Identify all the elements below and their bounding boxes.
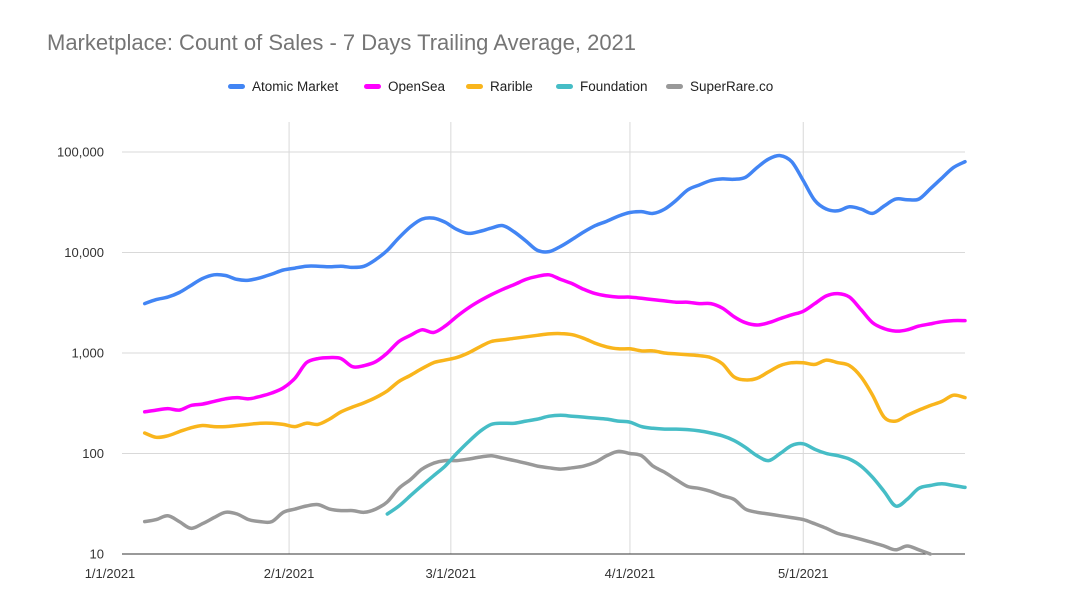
legend-label: OpenSea [388,78,446,94]
legend-swatch [666,83,683,89]
legend-swatch [466,83,483,89]
series-line-superrare-co [142,449,933,556]
legend-label: Atomic Market [252,78,339,94]
series-line-opensea [142,272,967,414]
axes: 10 100 1,000 10,000 100,000 1/1/2021 2/1/2021 3… [57,145,965,581]
legend-swatch [364,83,381,89]
legend-swatch [556,83,573,89]
gridlines [122,122,965,554]
legend-item-foundation: Foundation [556,76,648,96]
series-lines [142,153,967,556]
y-tick-label: 10 [90,547,104,562]
legend-label: SuperRare.co [690,78,774,94]
y-tick-label: 100 [82,446,104,461]
series-line-atomic-market [142,153,967,306]
legend-item-rarible: Rarible [466,76,533,96]
legend-swatch [228,83,245,89]
x-tick-label: 1/1/2021 [85,566,136,581]
legend-item-atomic-market: Atomic Market [228,76,338,96]
x-tick-label: 4/1/2021 [605,566,656,581]
y-tick-label: 1,000 [71,346,104,361]
y-tick-label: 100,000 [57,145,104,160]
legend: Atomic Market OpenSea Rarible Foundation Sup… [0,76,1080,96]
y-tick-label: 10,000 [64,245,104,260]
legend-item-opensea: OpenSea [364,76,445,96]
series-line-foundation [385,413,967,516]
series-line-rarible [142,331,967,440]
legend-label: Foundation [580,78,648,94]
x-tick-label: 3/1/2021 [426,566,477,581]
x-tick-label: 5/1/2021 [778,566,829,581]
legend-label: Rarible [490,78,533,94]
chart-title: Marketplace: Count of Sales - 7 Days Tra… [47,30,637,55]
x-tick-label: 2/1/2021 [264,566,315,581]
legend-item-superrare-co: SuperRare.co [666,76,773,96]
